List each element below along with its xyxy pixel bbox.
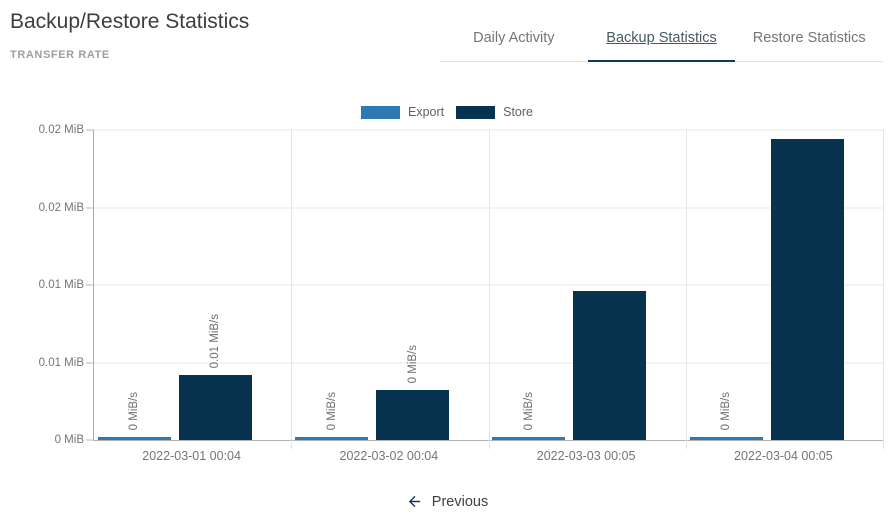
tab-backup-statistics[interactable]: Backup Statistics	[587, 13, 736, 62]
tab-daily-activity[interactable]: Daily Activity	[473, 30, 555, 46]
plot-separator	[488, 130, 490, 449]
bar-value-label: 0 MiB/s	[720, 391, 733, 430]
x-axis-label: 2022-03-04 00:05	[734, 449, 833, 463]
chart-plot: 0 MiB 0.01 MiB 0.01 MiB 0.02 MiB 0.02 MiB 0 M…	[39, 124, 884, 449]
legend-label-store: Store	[503, 105, 534, 119]
bar-export[interactable]: 0 MiB/s	[492, 392, 566, 440]
previous-label: Previous	[431, 493, 489, 510]
bar-value-label: 0 MiB/s	[522, 391, 535, 430]
y-axis-label: 0.01 MiB	[38, 279, 84, 291]
bar-export[interactable]: 0 MiB/s	[97, 392, 171, 440]
y-tick-mark	[86, 439, 94, 441]
previous-button[interactable]: Previous	[400, 490, 494, 513]
y-axis-label: 0.02 MiB	[38, 124, 84, 136]
x-axis-label: 2022-03-01 00:04	[142, 449, 241, 463]
y-axis-label: 0 MiB	[54, 434, 84, 446]
legend-label-export: Export	[407, 105, 445, 119]
legend-item-store[interactable]: Store	[456, 105, 533, 119]
bar-store[interactable]: 0.01 MiB/s	[178, 314, 252, 440]
page-title: Backup/Restore Statistics	[10, 10, 250, 33]
pagination-row: Previous	[0, 490, 894, 513]
plot-separator	[883, 130, 884, 449]
bar-group: 0 MiB/s	[489, 130, 686, 440]
x-axis-label: 2022-03-03 00:05	[536, 449, 636, 463]
plot-separator	[291, 130, 293, 449]
section-label-transfer-rate: TRANSFER RATE	[10, 49, 110, 61]
bar-export[interactable]: 0 MiB/s	[689, 392, 763, 440]
tab-restore-statistics[interactable]: Restore Statistics	[752, 30, 866, 46]
y-tick-mark	[86, 129, 94, 131]
export-legend-swatch	[360, 105, 400, 119]
y-tick-mark	[86, 284, 94, 286]
bar-group: 0 MiB/s 0.01 MiB/s	[94, 130, 291, 440]
y-tick-mark	[86, 207, 94, 208]
tab-bar: Daily Activity Backup Statistics Restore…	[440, 13, 883, 62]
bar-value-label: 0 MiB/s	[128, 391, 141, 430]
y-tick-mark	[86, 362, 94, 363]
bar-group: 0 MiB/s 0 MiB/s	[291, 130, 488, 440]
x-axis-label: 2022-03-02 00:04	[339, 449, 439, 463]
bar-value-label: 0 MiB/s	[406, 345, 419, 384]
bar-export[interactable]: 0 MiB/s	[295, 392, 369, 440]
arrow-left-icon	[406, 493, 423, 510]
bar-value-label: 0 MiB/s	[325, 391, 338, 430]
y-axis-label: 0.01 MiB	[38, 356, 84, 369]
bar-store[interactable]: 0 MiB/s	[376, 345, 450, 440]
legend-item-export[interactable]: Export	[360, 105, 445, 119]
bar-store[interactable]	[573, 291, 647, 440]
bar-store[interactable]	[770, 139, 844, 440]
bar-group: 0 MiB/s	[686, 130, 883, 440]
store-legend-swatch	[456, 105, 496, 119]
y-axis-label: 0.02 MiB	[38, 201, 84, 214]
chart-legend: Export Store	[0, 105, 894, 119]
plot-separator	[685, 130, 687, 449]
x-axis-labels: 2022-03-01 00:04 2022-03-02 00:04 2022-03-…	[93, 449, 882, 463]
bar-value-label: 0.01 MiB/s	[209, 313, 222, 368]
